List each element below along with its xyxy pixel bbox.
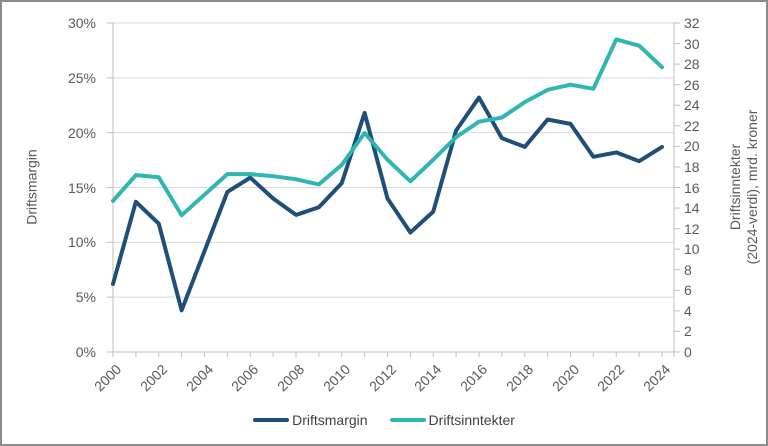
right-axis-tick-label: 16: [684, 179, 700, 196]
left-axis-tick-label: 5%: [75, 289, 96, 306]
right-axis-tick-label: 24: [684, 97, 700, 114]
driftsinntekter-line-swatch: [389, 418, 426, 422]
driftsmargin-line-series: [111, 95, 664, 313]
right-axis-tick-label: 18: [684, 158, 700, 175]
right-axis-title-line2: (2024-verdi), mrd. kroner: [744, 109, 760, 265]
right-axis-tick-label: 20: [684, 138, 700, 155]
chart-legend: Driftsmargin Driftsinntekter: [2, 412, 766, 428]
legend-item-driftsinntekter: Driftsinntekter: [389, 412, 515, 428]
right-axis-tick-label: 32: [684, 15, 700, 31]
right-axis-tick-label: 4: [684, 302, 692, 319]
driftsinntekter-line-series: [111, 37, 664, 218]
right-axis-tick-label: 8: [684, 261, 692, 278]
right-axis-tick-label: 22: [684, 117, 700, 134]
right-axis-tick-label: 2: [684, 323, 692, 340]
left-axis-title: Driftsmargin: [23, 149, 40, 225]
right-axis-tick-label: 6: [684, 282, 692, 299]
right-axis-tick-label: 12: [684, 220, 700, 237]
right-axis-tick-label: 10: [684, 241, 700, 258]
right-axis-title: Driftsinntekter (2024-verdi), mrd. krone…: [727, 110, 761, 265]
legend-label-driftsinntekter: Driftsinntekter: [428, 412, 515, 428]
driftsmargin-line-swatch: [253, 418, 290, 422]
left-axis-tick-label: 10%: [67, 234, 96, 251]
right-axis-tick-label: 0: [684, 344, 692, 360]
right-axis-tick-label: 14: [684, 200, 700, 217]
right-axis-tick-label: 30: [684, 35, 700, 52]
right-axis-title-line1: Driftsinntekter: [727, 143, 743, 231]
left-axis-tick-label: 0%: [75, 344, 96, 360]
legend-item-driftsmargin: Driftsmargin: [253, 412, 368, 428]
right-axis-tick-label: 28: [684, 56, 700, 73]
legend-label-driftsmargin: Driftsmargin: [292, 412, 368, 428]
left-axis-tick-label: 25%: [67, 69, 96, 86]
right-axis-tick-label: 26: [684, 76, 700, 93]
left-axis-tick-label: 20%: [67, 124, 96, 141]
left-axis-tick-label: 15%: [67, 179, 96, 196]
left-axis-tick-label: 30%: [67, 15, 96, 31]
